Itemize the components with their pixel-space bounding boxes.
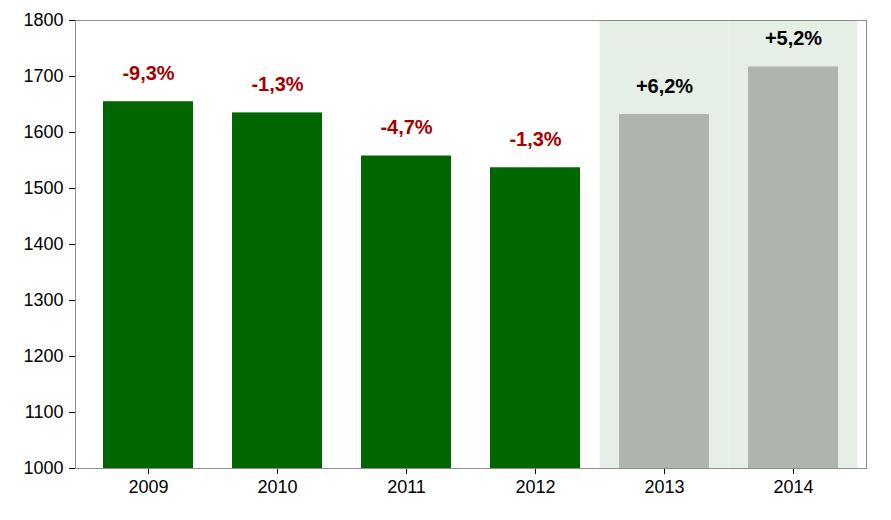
svg-text:-1,3%: -1,3% [251,73,303,95]
svg-text:+6,2%: +6,2% [636,75,693,97]
svg-text:2010: 2010 [257,477,297,497]
svg-text:2013: 2013 [644,477,684,497]
svg-text:1800: 1800 [23,10,63,30]
svg-text:1100: 1100 [25,402,64,422]
svg-text:1500: 1500 [23,178,63,198]
svg-text:1000: 1000 [23,458,63,478]
svg-text:2014: 2014 [773,477,813,497]
svg-text:2009: 2009 [128,477,168,497]
svg-text:-9,3%: -9,3% [122,62,174,84]
svg-text:1700: 1700 [23,66,63,86]
svg-text:1400: 1400 [23,234,63,254]
svg-text:2012: 2012 [515,477,555,497]
svg-text:1600: 1600 [23,122,63,142]
svg-text:-4,7%: -4,7% [380,116,432,138]
svg-text:1200: 1200 [23,346,63,366]
svg-text:+5,2%: +5,2% [765,27,822,49]
svg-text:2011: 2011 [387,477,426,497]
svg-text:-1,3%: -1,3% [509,128,561,150]
svg-text:1300: 1300 [23,290,63,310]
